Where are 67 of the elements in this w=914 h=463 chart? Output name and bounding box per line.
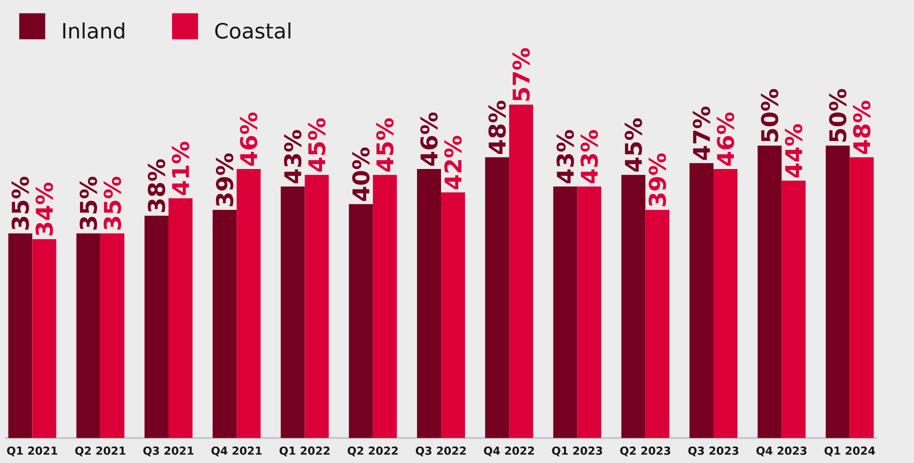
data-label: 47% — [692, 106, 710, 160]
bar — [212, 210, 237, 438]
legend-label: Inland — [63, 22, 124, 39]
x-tick-label: Q1 2021 — [7, 446, 58, 456]
bar — [826, 146, 850, 438]
data-label: 39% — [648, 153, 666, 206]
x-tick-label: Q2 2023 — [620, 446, 670, 456]
bar — [32, 239, 56, 438]
bar — [100, 233, 124, 438]
data-label: 43% — [580, 130, 598, 184]
data-label: 38% — [148, 159, 166, 212]
bar — [782, 180, 806, 438]
bar — [168, 198, 193, 438]
x-tick-label: Q3 2021 — [143, 446, 194, 456]
bar — [714, 168, 738, 438]
x-tick-label: Q1 2022 — [280, 446, 330, 456]
bar — [553, 186, 578, 438]
x-tick-label: Q1 2024 — [824, 446, 875, 456]
bar — [509, 104, 534, 438]
x-tick-label: Q4 2023 — [756, 446, 806, 456]
data-label: 35% — [80, 176, 98, 230]
x-tick-label: Q4 2022 — [484, 446, 534, 456]
bar — [485, 157, 510, 438]
data-label: 35% — [12, 176, 29, 230]
data-label: 41% — [172, 142, 190, 195]
data-label: 34% — [36, 182, 53, 236]
bar — [577, 186, 602, 438]
data-label: 48% — [853, 100, 870, 154]
bar — [690, 163, 714, 438]
bar — [348, 204, 373, 438]
x-tick-label: Q3 2022 — [416, 446, 466, 456]
bar — [621, 174, 646, 438]
bar — [144, 216, 169, 438]
data-label: 45% — [376, 118, 394, 172]
x-tick-label: Q2 2022 — [348, 446, 398, 456]
bar — [758, 146, 782, 438]
legend-label: Coastal — [215, 22, 290, 39]
data-label: 44% — [784, 124, 802, 178]
x-tick-label: Q1 2023 — [552, 446, 602, 456]
x-tick-label: Q3 2023 — [688, 446, 738, 456]
bar — [280, 186, 305, 438]
x-tick-label: Q4 2021 — [211, 446, 262, 456]
data-label: 42% — [444, 136, 462, 190]
bar — [304, 174, 329, 438]
bar — [645, 210, 670, 438]
bar — [236, 168, 261, 438]
data-label: 40% — [352, 148, 370, 201]
bar — [441, 192, 466, 438]
bar — [850, 157, 874, 438]
data-label: 46% — [240, 112, 258, 166]
data-label: 35% — [104, 176, 122, 230]
bar — [8, 233, 32, 438]
data-label: 43% — [556, 130, 574, 184]
data-label: 50% — [760, 89, 778, 142]
data-label: 45% — [308, 118, 326, 172]
x-tick-label: Q2 2021 — [75, 446, 126, 456]
bar — [76, 233, 100, 438]
data-label: 43% — [284, 130, 302, 184]
bar — [417, 168, 442, 438]
bar — [372, 174, 397, 438]
data-label: 46% — [420, 112, 438, 166]
data-label: 50% — [829, 89, 846, 142]
data-label: 57% — [512, 48, 530, 101]
data-label: 46% — [716, 112, 734, 166]
data-label: 45% — [624, 118, 642, 172]
data-label: 48% — [488, 100, 506, 154]
data-label: 39% — [216, 153, 234, 206]
